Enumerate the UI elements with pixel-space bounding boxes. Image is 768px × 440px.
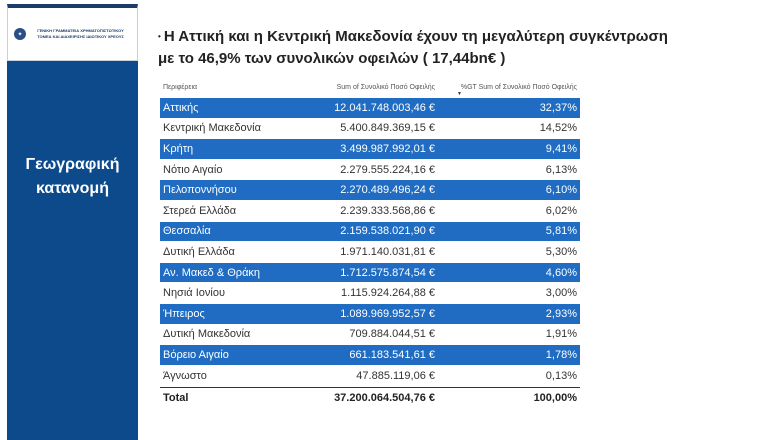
region-cell: Αττικής: [163, 101, 199, 114]
region-cell: Στερεά Ελλάδα: [163, 204, 237, 217]
column-header-percent-label: %GT Sum of Συνολικό Ποσό Οφειλής: [460, 84, 577, 91]
percent-cell: 5,30%: [545, 245, 577, 258]
table-row[interactable]: Κρήτη 3.499.987.992,01 € 9,41%: [160, 139, 580, 160]
table-row[interactable]: Πελοποννήσου 2.270.489.496,24 € 6,10%: [160, 180, 580, 201]
column-header-percent[interactable]: ▼ %GT Sum of Συνολικό Ποσό Οφειλής: [435, 84, 580, 97]
table-row[interactable]: Νότιο Αιγαίο 2.279.555.224,16 € 6,13%: [160, 160, 580, 181]
region-cell: Δυτική Μακεδονία: [163, 328, 251, 341]
section-title: Γεωγραφική κατανομή: [7, 153, 138, 201]
sort-desc-icon: ▼: [457, 91, 462, 97]
table-row[interactable]: Κεντρική Μακεδονία 5.400.849.369,15 € 14,5…: [160, 119, 580, 140]
region-cell: Δυτική Ελλάδα: [163, 245, 235, 258]
sum-cell: 2.239.333.568,86 €: [340, 204, 435, 217]
seal-icon: ✦: [14, 28, 26, 40]
percent-cell: 3,00%: [545, 287, 577, 300]
total-sum: 37.200.064.504,76 €: [334, 391, 435, 404]
sidebar: Γεωγραφική κατανομή: [7, 61, 138, 440]
sum-cell: 661.183.541,61 €: [349, 348, 435, 361]
percent-cell: 5,81%: [545, 225, 577, 238]
table-row[interactable]: Βόρειο Αιγαίο 661.183.541,61 € 1,78%: [160, 345, 580, 366]
total-label: Total: [163, 391, 189, 404]
percent-cell: 6,10%: [545, 184, 577, 197]
sum-cell: 2.159.538.021,90 €: [340, 225, 435, 238]
section-title-line1: Γεωγραφική: [25, 156, 120, 173]
table-row[interactable]: Αττικής 12.041.748.003,46 € 32,37%: [160, 98, 580, 119]
sum-cell: 5.400.849.369,15 €: [340, 122, 435, 135]
percent-cell: 1,78%: [545, 348, 577, 361]
logo-text: ΓΕΝΙΚΗ ΓΡΑΜΜΑΤΕΙΑ ΧΡΗΜΑΤΟΠΙΣΤΩΤΙΚΟΥ ΤΟΜΕ…: [37, 28, 124, 39]
region-cell: Αν. Μακεδ & Θράκη: [163, 266, 261, 279]
sum-cell: 709.884.044,51 €: [349, 328, 435, 341]
total-row: Total 37.200.064.504,76 € 100,00%: [160, 387, 580, 407]
sum-cell: 1.115.924.264,88 €: [341, 287, 435, 300]
sum-cell: 2.270.489.496,24 €: [340, 184, 435, 197]
logo: ✦ ΓΕΝΙΚΗ ΓΡΑΜΜΑΤΕΙΑ ΧΡΗΜΑΤΟΠΙΣΤΩΤΙΚΟΥ ΤΟ…: [7, 4, 138, 61]
sum-cell: 1.971.140.031,81 €: [340, 245, 435, 258]
percent-cell: 6,02%: [545, 204, 577, 217]
sum-cell: 3.499.987.992,01 €: [340, 142, 435, 155]
table-row[interactable]: Νησιά Ιονίου 1.115.924.264,88 € 3,00%: [160, 283, 580, 304]
percent-cell: 2,93%: [545, 307, 577, 320]
region-cell: Νησιά Ιονίου: [163, 287, 225, 300]
sum-cell: 1.089.969.952,57 €: [340, 307, 435, 320]
region-cell: Κεντρική Μακεδονία: [163, 122, 261, 135]
table-row[interactable]: Αν. Μακεδ & Θράκη 1.712.575.874,54 € 4,60%: [160, 262, 580, 284]
debt-by-region-table: Περιφέρεια Sum of Συνολικό Ποσό Οφειλής …: [160, 82, 580, 407]
percent-cell: 6,13%: [545, 163, 577, 176]
table-row[interactable]: Ήπειρος 1.089.969.952,57 € 2,93%: [160, 303, 580, 325]
region-cell: Νότιο Αιγαίο: [163, 163, 223, 176]
sum-cell: 12.041.748.003,46 €: [334, 101, 435, 114]
region-cell: Βόρειο Αιγαίο: [163, 348, 229, 361]
region-cell: Θεσσαλία: [163, 225, 211, 238]
column-header-sum[interactable]: Sum of Συνολικό Ποσό Οφειλής: [336, 84, 435, 91]
total-percent: 100,00%: [533, 391, 577, 404]
bullet-icon: •: [158, 32, 161, 42]
section-title-line2: κατανομή: [36, 180, 109, 197]
percent-cell: 9,41%: [545, 142, 577, 155]
table-row[interactable]: Δυτική Ελλάδα 1.971.140.031,81 € 5,30%: [160, 242, 580, 263]
region-cell: Πελοποννήσου: [163, 184, 237, 197]
percent-cell: 0,13%: [545, 369, 577, 382]
table-header: Περιφέρεια Sum of Συνολικό Ποσό Οφειλής …: [160, 82, 580, 98]
headline-line1: Η Αττική και η Κεντρική Μακεδονία έχουν …: [163, 28, 668, 45]
table-row[interactable]: Θεσσαλία 2.159.538.021,90 € 5,81%: [160, 221, 580, 243]
percent-cell: 4,60%: [545, 266, 577, 279]
percent-cell: 14,52%: [539, 122, 577, 135]
headline: • Η Αττική και η Κεντρική Μακεδονία έχουν…: [158, 26, 766, 70]
percent-cell: 32,37%: [539, 101, 577, 114]
region-cell: Ήπειρος: [163, 307, 205, 320]
headline-line2: με το 46,9% των συνολικών οφειλών ( 17,4…: [158, 50, 506, 68]
table-row[interactable]: Άγνωστο 47.885.119,06 € 0,13%: [160, 366, 580, 387]
percent-cell: 1,91%: [545, 328, 577, 341]
sum-cell: 1.712.575.874,54 €: [340, 266, 435, 279]
region-cell: Κρήτη: [163, 142, 194, 155]
table-row[interactable]: Στερεά Ελλάδα 2.239.333.568,86 € 6,02%: [160, 201, 580, 222]
column-header-region[interactable]: Περιφέρεια: [163, 84, 198, 91]
table-row[interactable]: Δυτική Μακεδονία 709.884.044,51 € 1,91%: [160, 325, 580, 346]
region-cell: Άγνωστο: [163, 369, 207, 382]
sum-cell: 47.885.119,06 €: [356, 369, 435, 382]
sum-cell: 2.279.555.224,16 €: [340, 163, 435, 176]
